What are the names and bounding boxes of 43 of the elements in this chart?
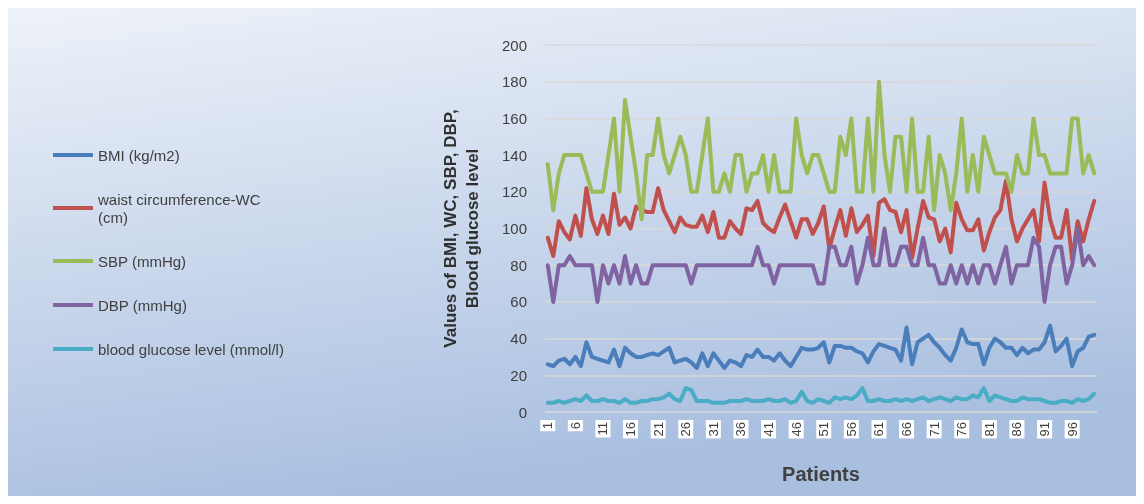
x-tick-label: 16 [623,422,639,437]
x-tick-label: 81 [981,422,997,437]
line-series [545,386,1097,405]
x-tick-label: 91 [1037,422,1053,437]
y-tick-label: 60 [510,293,527,311]
y-tick-label: 180 [501,73,527,91]
y-tick-label: 20 [510,366,527,384]
y-tick-label: 160 [501,109,527,127]
y-tick-label: 100 [501,220,527,237]
x-tick-label: 21 [650,422,666,437]
legend-label: SBP (mmHg) [98,252,187,270]
y-tick-label: 120 [501,183,527,201]
x-tick-label: 26 [678,422,694,437]
x-tick-label: 56 [843,422,859,437]
x-tick-label: 61 [871,422,887,437]
x-tick-label: 76 [954,422,970,437]
line-series [545,226,1097,304]
line-series [545,178,1097,262]
x-axis-title: Patients [782,463,860,485]
x-tick-label: 41 [761,422,777,437]
y-tick-label: 80 [510,256,527,274]
x-tick-label: 1 [540,422,556,430]
legend-label: waist circumference-WC (cm) [97,190,265,226]
y-tick-label: 40 [510,330,527,348]
x-tick-label: 51 [816,422,832,437]
x-tick-label: 46 [788,422,804,437]
x-tick-label: 66 [899,422,915,437]
y-tick-label: 0 [518,403,527,421]
line-series [545,79,1097,222]
y-tick-label: 200 [501,36,527,54]
y-axis-title: Values of BMI, WC, SBP, DBP, Blood glucose level [440,109,482,348]
x-tick-label: 71 [926,422,942,437]
x-tick-label: 31 [705,422,721,437]
x-tick-label: 86 [1009,422,1025,437]
legend-label: BMI (kg/m2) [98,146,180,164]
x-tick-label: 36 [733,422,749,437]
y-tick-label: 140 [501,146,527,164]
x-tick-label: 6 [567,422,583,430]
legend-label: blood glucose level (mmol/l) [98,340,284,358]
line-series [545,323,1097,370]
legend-label: DBP (mmHg) [98,296,187,314]
x-tick-label: 11 [595,422,611,436]
x-tick-label: 96 [1064,422,1080,437]
